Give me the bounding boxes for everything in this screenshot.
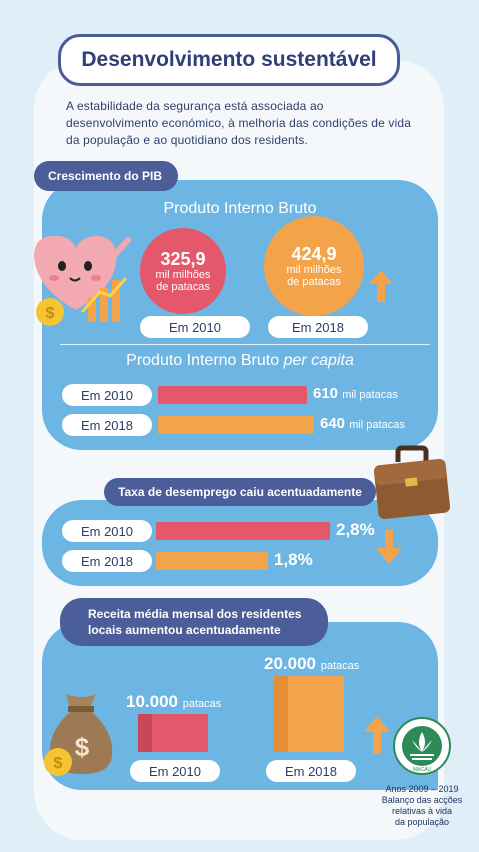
per-capita-2018-value: 640 mil patacas xyxy=(320,415,405,432)
unemployment-2010-year: Em 2010 xyxy=(62,520,152,542)
income-2010-bar xyxy=(138,714,208,752)
page-title: Desenvolvimento sustentável xyxy=(58,34,400,86)
unemployment-2018-year: Em 2018 xyxy=(62,550,152,572)
intro-text: A estabilidade da segurança está associa… xyxy=(66,99,412,147)
svg-text:$: $ xyxy=(54,755,63,772)
emblem-caption: Anos 2009 – 2019 Balanço das acções rela… xyxy=(372,784,472,828)
gdp-2018-year: Em 2018 xyxy=(268,316,368,338)
income-2018-year: Em 2018 xyxy=(266,760,356,782)
svg-text:$: $ xyxy=(75,732,90,762)
svg-text:$: $ xyxy=(46,305,55,322)
heart-mascot-icon: $ xyxy=(34,235,131,326)
per-capita-2018-bar xyxy=(158,416,314,434)
gdp-2018-unit-1: mil milhões xyxy=(286,264,342,276)
money-bag-icon: $ $ xyxy=(44,694,113,776)
gdp-per-capita-suffix: per capita xyxy=(283,352,354,369)
income-section-label: Receita média mensal dos residentes loca… xyxy=(60,598,328,646)
gdp-section-label: Crescimento do PIB xyxy=(34,161,178,191)
income-2010-year: Em 2010 xyxy=(130,760,220,782)
emblem-caption-line3: relativas à vida xyxy=(391,806,453,816)
gdp-2018-circle: 424,9 mil milhões de patacas xyxy=(264,216,364,316)
emblem-caption-line1: Anos 2009 – 2019 xyxy=(385,784,459,794)
per-capita-2018-unit: mil patacas xyxy=(349,419,405,431)
emblem-caption-line4: da população xyxy=(394,817,450,827)
unemployment-2018-bar xyxy=(156,552,268,570)
arrow-down-icon xyxy=(376,530,402,564)
per-capita-2010-unit: mil patacas xyxy=(342,389,398,401)
emblem-caption-line2: Balanço das acções xyxy=(381,795,463,805)
per-capita-2018-number: 640 xyxy=(320,415,346,432)
per-capita-2010-value: 610 mil patacas xyxy=(313,385,398,402)
gdp-per-capita-title-main: Produto Interno Bruto xyxy=(126,352,280,369)
macau-emblem-icon: MACAU xyxy=(393,717,451,775)
gdp-2010-unit-2: de patacas xyxy=(156,281,210,293)
gdp-per-capita-title: Produto Interno Bruto per capita xyxy=(100,352,380,370)
emblem-text: MACAU xyxy=(413,767,431,773)
income-2010-value: 10.000 xyxy=(126,692,178,711)
per-capita-2010-year: Em 2010 xyxy=(62,384,152,406)
income-2018-bar xyxy=(274,676,344,752)
gdp-2010-unit-1: mil milhões xyxy=(155,269,211,281)
income-2018-label: 20.000 patacas xyxy=(264,654,359,674)
income-label-line2: locais aumentou acentuadamente xyxy=(88,623,281,637)
unemployment-2010-value: 2,8% xyxy=(336,520,375,539)
arrow-up-icon xyxy=(369,270,393,302)
unemployment-2010-bar xyxy=(156,522,330,540)
gdp-title: Produto Interno Bruto xyxy=(163,200,317,217)
gdp-2018-unit-2: de patacas xyxy=(287,276,341,288)
per-capita-2010-bar xyxy=(158,386,307,404)
gdp-2010-year: Em 2010 xyxy=(140,316,250,338)
gdp-2018-value: 424,9 xyxy=(291,244,337,264)
income-2018-unit: patacas xyxy=(320,660,360,672)
gdp-2010-circle: 325,9 mil milhões de patacas xyxy=(140,228,226,314)
income-2010-bar-shade xyxy=(138,714,152,752)
per-capita-2010-number: 610 xyxy=(313,385,339,402)
income-2010-unit: patacas xyxy=(182,698,222,710)
unemployment-2018-value: 1,8% xyxy=(274,550,313,569)
income-label-line1: Receita média mensal dos residentes xyxy=(88,607,302,621)
gdp-2010-value: 325,9 xyxy=(160,249,206,269)
income-2018-value: 20.000 xyxy=(264,654,316,673)
income-2010-label: 10.000 patacas xyxy=(126,692,221,712)
gdp-divider xyxy=(60,344,430,345)
arrow-up-icon xyxy=(364,716,390,754)
income-2018-bar-shade xyxy=(274,676,288,752)
unemployment-section-label: Taxa de desemprego caiu acentuadamente xyxy=(104,478,376,506)
per-capita-2018-year: Em 2018 xyxy=(62,414,152,436)
briefcase-icon xyxy=(373,445,451,520)
